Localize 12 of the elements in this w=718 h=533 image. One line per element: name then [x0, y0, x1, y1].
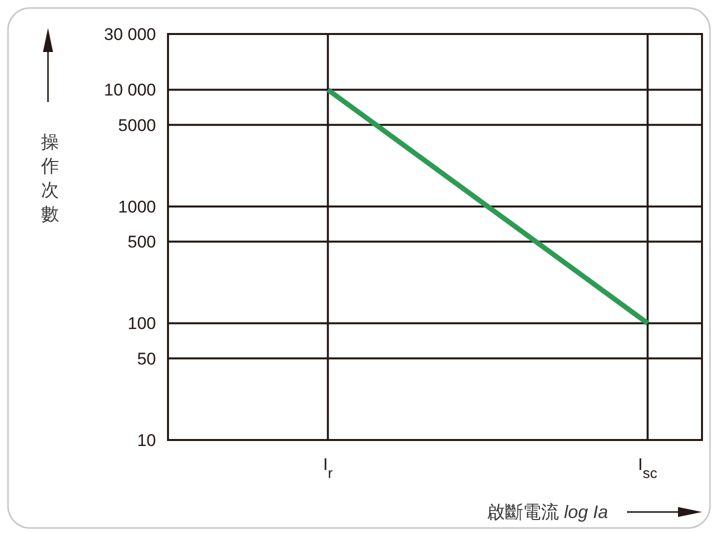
x-axis-title: 啟斷電流 log Ia [486, 502, 608, 522]
y-tick-label: 30 000 [104, 25, 156, 44]
y-tick-label: 10 000 [104, 80, 156, 100]
x-tick-label: I$_{r}$ [323, 455, 333, 482]
y-tick-label: 5000 [118, 116, 156, 135]
y-axis-title: 操作次數 [40, 132, 59, 224]
y-tick-label: 1000 [118, 197, 156, 216]
y-tick-label: 500 [128, 232, 156, 252]
y-tick-label: 10 [137, 431, 156, 450]
y-tick-label: 50 [137, 349, 156, 368]
x-tick-label: I$_{sc}$ [638, 455, 658, 482]
y-tick-label: 100 [128, 314, 156, 334]
